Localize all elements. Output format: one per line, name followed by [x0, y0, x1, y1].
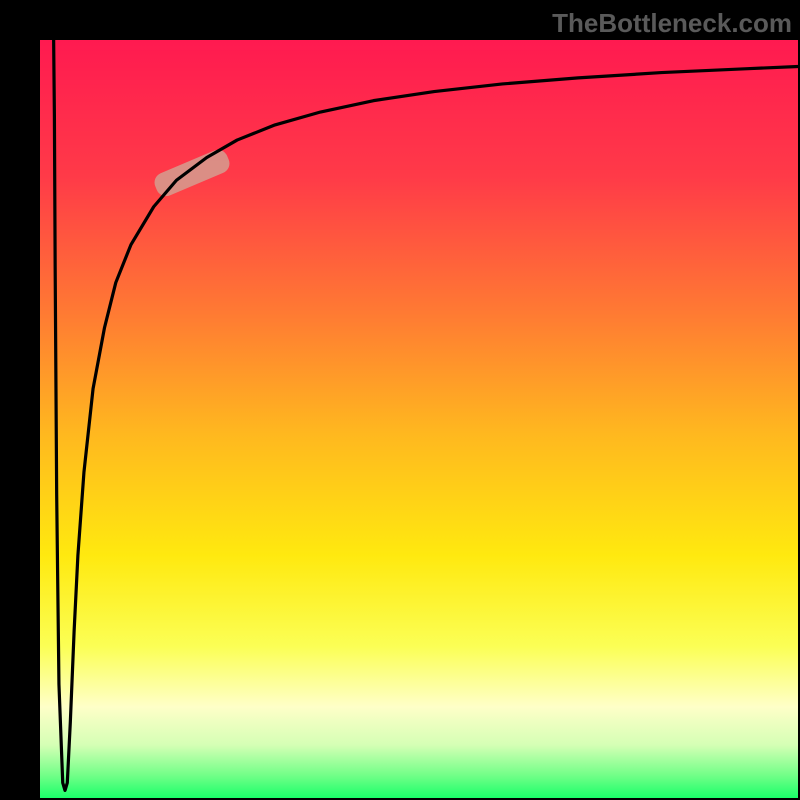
plot-background: [40, 40, 798, 798]
plot-area: [40, 40, 798, 798]
watermark-text: TheBottleneck.com: [552, 8, 792, 39]
chart-container: TheBottleneck.com: [0, 0, 800, 800]
